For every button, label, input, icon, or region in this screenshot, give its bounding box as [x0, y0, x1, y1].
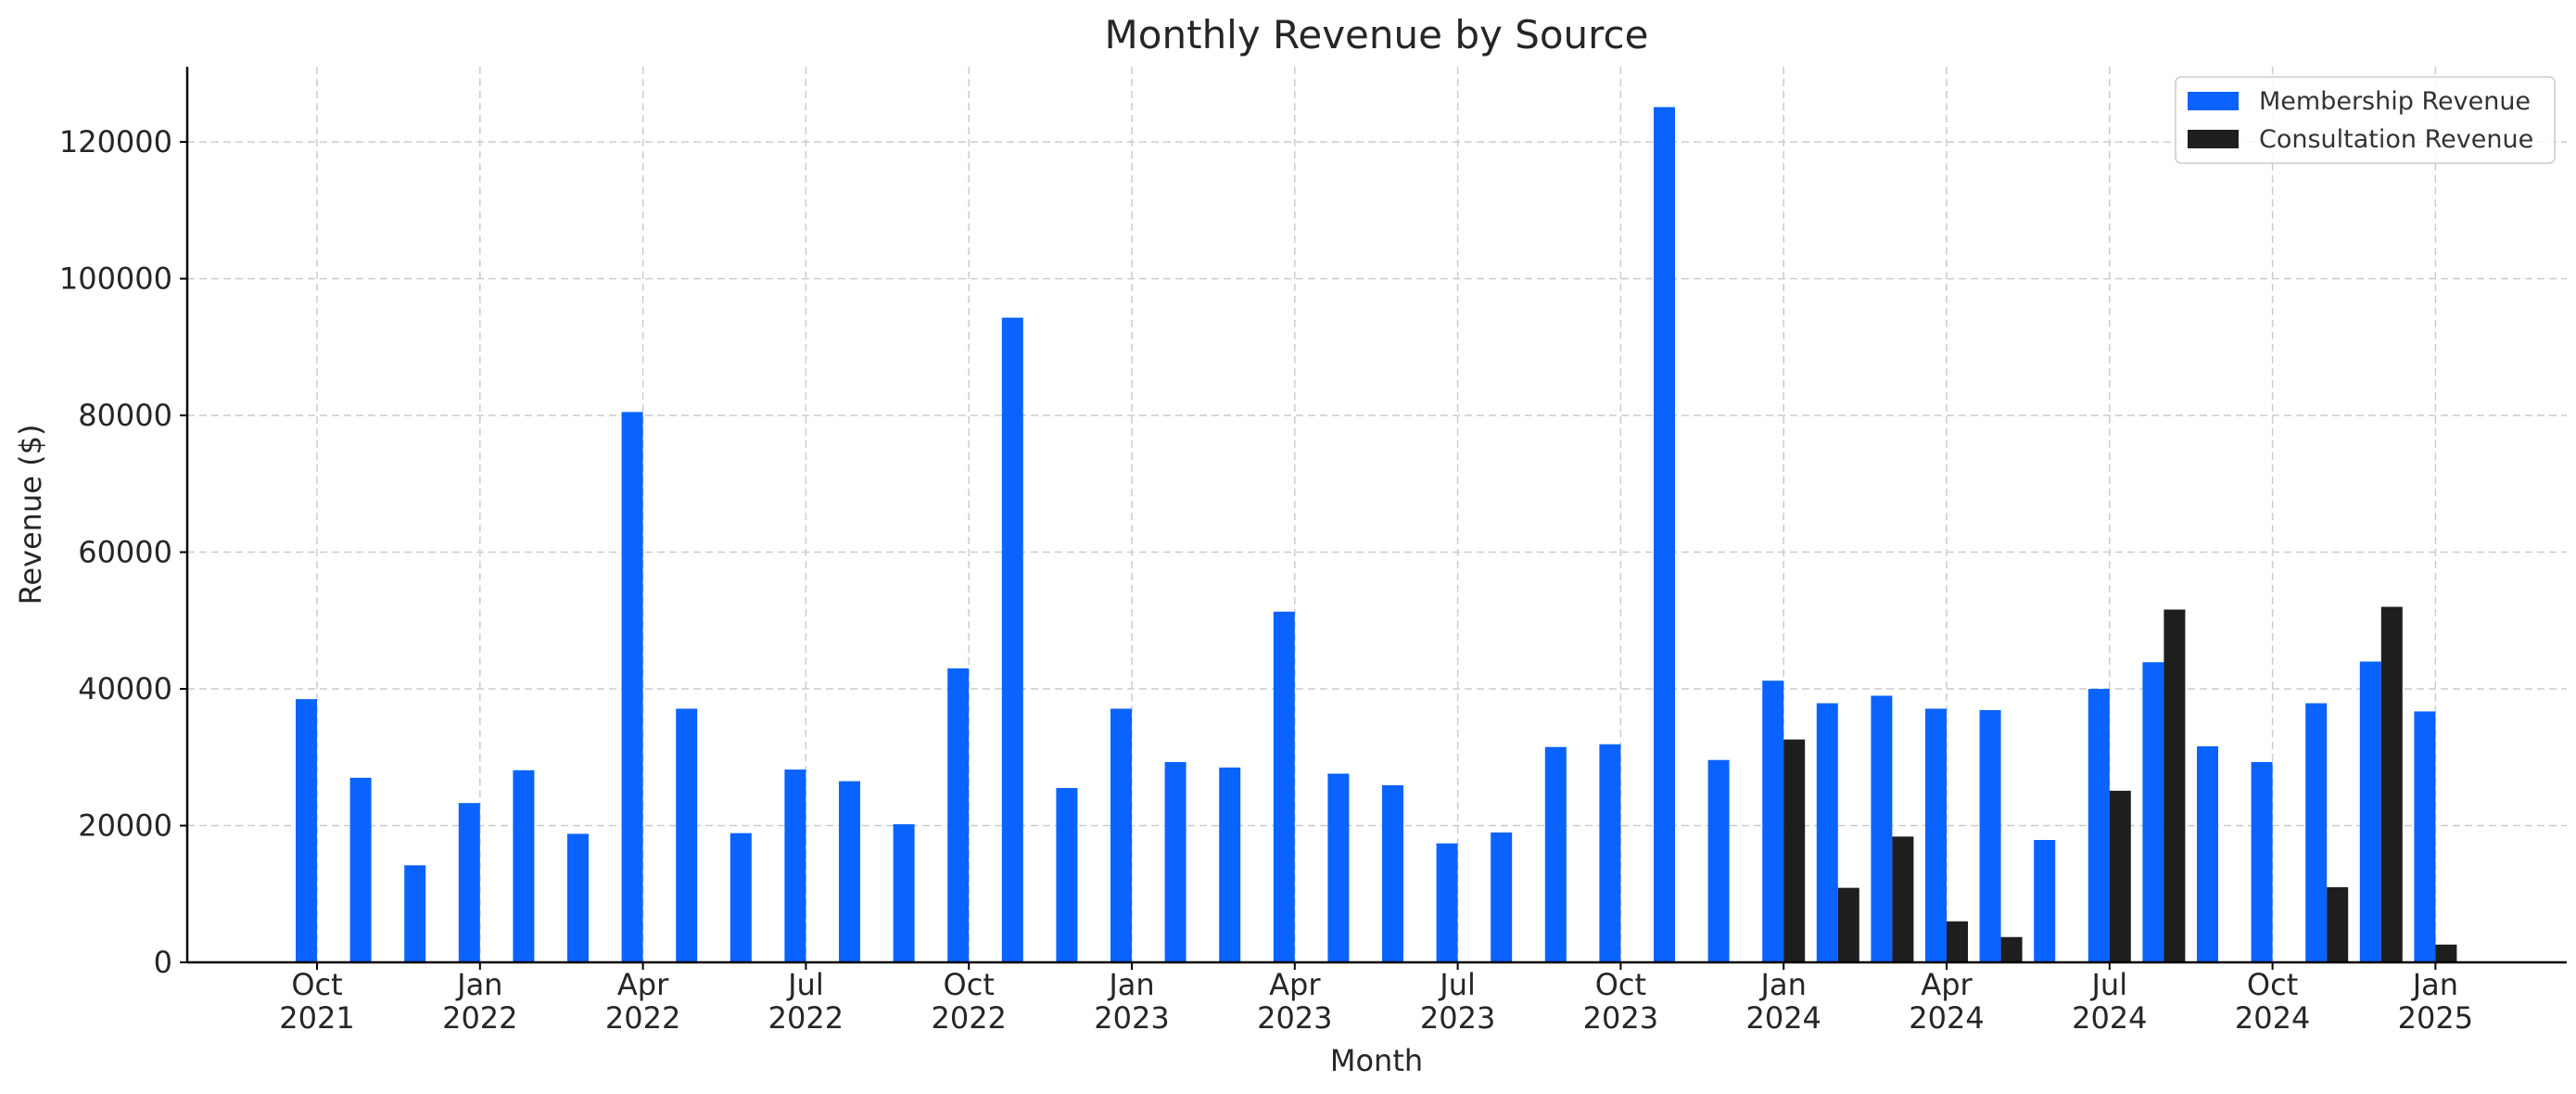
- membership-bar: [1491, 832, 1513, 962]
- x-tick-label-month: Jan: [1107, 967, 1154, 1002]
- x-tick-label-month: Oct: [944, 967, 995, 1002]
- membership-bar: [1436, 843, 1458, 962]
- membership-bar: [676, 708, 698, 962]
- axes-layer: [185, 67, 2567, 964]
- membership-bar: [2197, 745, 2218, 962]
- consultation-bar: [1892, 836, 1914, 962]
- membership-bar: [1327, 773, 1350, 962]
- consultation-bar: [2327, 886, 2349, 962]
- y-tick-label: 80000: [78, 398, 172, 433]
- membership-bar: [621, 412, 643, 963]
- y-tick-label: 120000: [59, 124, 172, 159]
- x-tick-label-month: Jan: [455, 967, 502, 1002]
- legend-box: [2175, 76, 2556, 164]
- membership-bar: [1816, 703, 1838, 962]
- membership-bar: [1001, 317, 1023, 963]
- consultation-bar: [2435, 944, 2457, 962]
- x-tick-label-month: Apr: [1921, 967, 1973, 1002]
- membership-bar: [1382, 785, 1403, 962]
- legend-swatch-membership: [2188, 92, 2239, 110]
- membership-bar: [1707, 759, 1730, 962]
- y-tick-label: 20000: [78, 808, 172, 844]
- membership-bar: [1925, 708, 1947, 962]
- y-axis-label: Revenue ($): [13, 425, 48, 605]
- membership-bar: [567, 833, 589, 962]
- legend-label-consultation: Consultation Revenue: [2259, 125, 2533, 154]
- membership-bar: [1219, 767, 1241, 962]
- membership-bar: [1762, 681, 1784, 962]
- membership-bar: [1164, 761, 1186, 962]
- membership-bar: [1871, 695, 1893, 962]
- membership-bar: [2251, 761, 2273, 962]
- y-tick-label: 100000: [59, 261, 172, 297]
- consultation-bar: [1783, 739, 1806, 962]
- x-tick-label-year: 2022: [605, 1000, 680, 1036]
- consultation-bar: [2380, 606, 2403, 962]
- x-tick-label-month: Jan: [1759, 967, 1807, 1002]
- membership-bar: [1979, 709, 2001, 962]
- consultation-bar: [2000, 936, 2023, 962]
- x-tick-label-year: 2025: [2398, 1000, 2473, 1036]
- membership-bar: [513, 770, 535, 962]
- membership-bar: [1599, 744, 1621, 962]
- x-tick-label-year: 2022: [931, 1000, 1006, 1036]
- membership-bar: [404, 865, 426, 962]
- x-tick-label-month: Jul: [786, 967, 824, 1002]
- y-tick-label: 40000: [78, 671, 172, 706]
- membership-bar: [2414, 711, 2436, 962]
- consultation-bar: [2109, 790, 2131, 962]
- x-tick-label-year: 2024: [2072, 1000, 2147, 1036]
- membership-bar: [2305, 703, 2328, 962]
- x-tick-label-year: 2024: [2235, 1000, 2310, 1036]
- membership-bar: [1110, 708, 1132, 962]
- membership-bar: [2087, 689, 2110, 962]
- x-axis-label: Month: [1330, 1043, 1423, 1078]
- x-tick-label-month: Oct: [291, 967, 342, 1002]
- x-tick-label-month: Jan: [2411, 967, 2458, 1002]
- x-tick-label-year: 2021: [279, 1000, 354, 1036]
- x-tick-label-year: 2023: [1583, 1000, 1658, 1036]
- membership-bar: [2142, 662, 2164, 962]
- membership-bar: [893, 824, 915, 962]
- consultation-bar: [1837, 887, 1859, 962]
- legend-label-membership: Membership Revenue: [2259, 87, 2531, 116]
- x-tick-label-month: Oct: [1595, 967, 1646, 1002]
- x-tick-label-month: Jul: [1438, 967, 1476, 1002]
- x-tick-label-year: 2024: [1745, 1000, 1821, 1036]
- bars-layer: [296, 107, 2457, 963]
- membership-bar: [2359, 661, 2381, 962]
- membership-bar: [1273, 611, 1295, 962]
- membership-bar: [784, 770, 806, 962]
- x-tick-label-year: 2024: [1909, 1000, 1984, 1036]
- x-tick-label-year: 2023: [1257, 1000, 1332, 1036]
- x-tick-label-year: 2023: [1094, 1000, 1169, 1036]
- membership-bar: [1654, 107, 1675, 963]
- consultation-bar: [1947, 921, 1968, 962]
- membership-bar: [1056, 787, 1078, 962]
- legend-swatch-consultation: [2188, 130, 2239, 148]
- x-ticks: Oct2021Jan2022Apr2022Jul2022Oct2022Jan20…: [279, 962, 2473, 1036]
- membership-bar: [349, 777, 372, 962]
- consultation-bar: [2164, 609, 2186, 962]
- x-tick-label-month: Oct: [2247, 967, 2298, 1002]
- legend: Membership Revenue Consultation Revenue: [2175, 76, 2556, 164]
- membership-bar: [296, 699, 317, 962]
- x-tick-label-year: 2023: [1420, 1000, 1495, 1036]
- y-tick-label: 0: [154, 945, 172, 980]
- x-tick-label-month: Jul: [2089, 967, 2127, 1002]
- y-ticks: 0 20000 40000 60000 80000 100000 120000: [59, 124, 187, 980]
- membership-bar: [947, 668, 970, 962]
- x-tick-label-month: Apr: [1269, 967, 1321, 1002]
- membership-bar: [1544, 746, 1567, 962]
- membership-bar: [458, 803, 480, 962]
- chart-title: Monthly Revenue by Source: [1105, 12, 1649, 57]
- membership-bar: [839, 781, 860, 962]
- x-tick-label-year: 2022: [442, 1000, 517, 1036]
- membership-bar: [2034, 840, 2056, 962]
- x-tick-label-month: Apr: [617, 967, 669, 1002]
- membership-bar: [730, 833, 752, 962]
- x-tick-label-year: 2022: [768, 1000, 844, 1036]
- y-tick-label: 60000: [78, 535, 172, 570]
